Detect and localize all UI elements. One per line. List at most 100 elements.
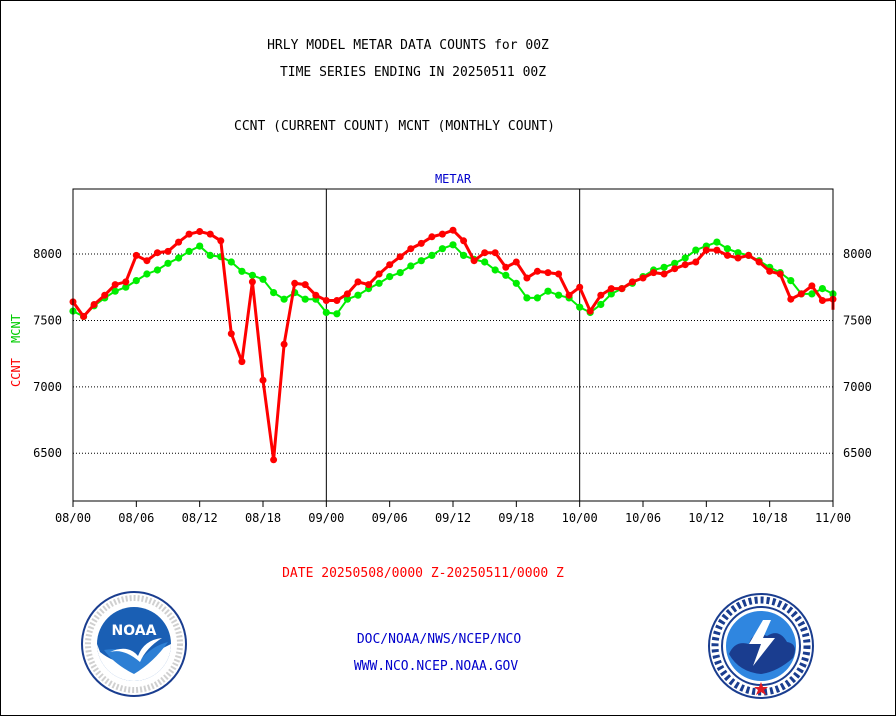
data-point-ccnt — [164, 247, 172, 255]
data-point-ccnt — [101, 291, 109, 299]
x-tick-label: 09/12 — [435, 511, 471, 525]
data-point-mcnt — [787, 277, 795, 285]
y-tick-label-right: 8000 — [843, 247, 872, 261]
data-point-ccnt — [755, 258, 763, 266]
x-tick-label: 09/06 — [372, 511, 408, 525]
data-point-mcnt — [153, 266, 161, 274]
data-point-mcnt — [533, 294, 542, 302]
data-point-ccnt — [80, 313, 88, 320]
x-tick-label: 11/00 — [815, 511, 851, 525]
data-point-ccnt — [692, 258, 700, 266]
data-point-ccnt — [143, 257, 151, 265]
data-point-mcnt — [143, 270, 151, 278]
y-tick-label-left: 8000 — [33, 247, 62, 261]
data-point-mcnt — [734, 249, 742, 257]
series-layer — [69, 226, 837, 464]
footer-organization: DOC/NOAA/NWS/NCEP/NCO — [356, 632, 522, 647]
data-point-ccnt — [460, 237, 468, 245]
data-point-ccnt — [386, 261, 394, 269]
data-point-ccnt — [175, 238, 183, 246]
data-point-mcnt — [259, 275, 267, 283]
data-point-ccnt — [628, 278, 636, 286]
data-point-mcnt — [660, 263, 668, 271]
data-point-mcnt — [692, 246, 700, 254]
data-point-ccnt — [776, 270, 784, 278]
footer-website-link[interactable]: WWW.NCO.NCEP.NOAA.GOV — [353, 659, 519, 674]
data-point-ccnt — [153, 249, 161, 257]
data-point-mcnt — [111, 287, 119, 295]
data-point-mcnt — [460, 251, 468, 259]
data-point-mcnt — [808, 290, 816, 298]
data-point-ccnt — [639, 274, 647, 282]
data-point-ccnt — [280, 340, 288, 348]
data-point-ccnt — [766, 267, 774, 275]
x-tick-label: 08/06 — [118, 511, 154, 525]
data-point-ccnt — [417, 239, 425, 247]
data-point-ccnt — [597, 291, 605, 299]
data-point-ccnt — [576, 283, 584, 291]
y-axis-label-ccnt: CCNT — [9, 358, 23, 387]
data-point-ccnt — [723, 251, 731, 259]
data-point-mcnt — [354, 291, 362, 299]
data-point-ccnt — [523, 274, 531, 282]
y-tick-label-left: 6500 — [33, 446, 62, 460]
data-point-ccnt — [565, 291, 573, 299]
data-point-mcnt — [301, 295, 309, 303]
data-point-mcnt — [396, 269, 404, 277]
data-point-ccnt — [449, 226, 457, 234]
data-point-mcnt — [523, 294, 531, 302]
data-point-ccnt — [132, 251, 140, 259]
data-point-ccnt — [428, 233, 436, 241]
chart-subtitle-date: TIME SERIES ENDING IN 20250511 00Z — [279, 65, 547, 80]
data-point-ccnt — [618, 285, 626, 293]
data-point-ccnt — [586, 307, 594, 315]
data-point-mcnt — [164, 259, 172, 267]
data-point-ccnt — [681, 261, 689, 269]
data-point-ccnt — [470, 257, 478, 265]
data-point-ccnt — [196, 228, 204, 235]
noaa-logo-icon: NOAA — [81, 591, 187, 697]
data-point-mcnt — [175, 254, 183, 262]
data-point-mcnt — [544, 287, 552, 295]
data-point-ccnt — [291, 279, 299, 287]
data-point-ccnt — [185, 230, 193, 238]
data-point-ccnt — [660, 270, 668, 278]
data-point-mcnt — [322, 308, 330, 317]
data-point-ccnt — [122, 278, 130, 286]
panel-label: METAR — [434, 172, 472, 186]
y-tick-label-right: 7500 — [843, 313, 872, 327]
data-point-mcnt — [818, 285, 827, 293]
data-point-ccnt — [343, 290, 351, 298]
data-point-ccnt — [533, 267, 541, 275]
x-tick-label: 08/12 — [182, 511, 218, 525]
series-line-ccnt — [71, 228, 835, 460]
data-point-ccnt — [396, 253, 404, 261]
data-point-mcnt — [713, 238, 721, 246]
y-axis-label-mcnt: MCNT — [9, 314, 23, 343]
grid-layer — [73, 189, 833, 501]
data-point-ccnt — [555, 270, 563, 278]
data-point-ccnt — [734, 254, 742, 262]
chart-title: HRLY MODEL METAR DATA COUNTS for 00Z — [267, 38, 549, 53]
data-point-mcnt — [607, 290, 615, 298]
data-point-ccnt — [512, 258, 520, 266]
data-point-ccnt — [90, 301, 98, 308]
data-point-mcnt — [132, 277, 140, 285]
y-tick-label-right: 7000 — [843, 380, 872, 394]
axis-layer: 6500 6500 7000 7000 7500 7500 8000 8000 08/00 08/… — [33, 247, 872, 525]
data-point-mcnt — [375, 279, 383, 287]
data-point-mcnt — [122, 283, 130, 291]
svg-text:NOAA: NOAA — [112, 623, 157, 639]
data-point-mcnt — [438, 245, 446, 253]
data-point-mcnt — [681, 254, 689, 262]
data-point-ccnt — [797, 290, 805, 298]
data-point-ccnt — [354, 278, 362, 286]
data-point-ccnt — [491, 249, 499, 257]
data-point-mcnt — [491, 266, 499, 274]
data-point-mcnt — [206, 251, 214, 259]
data-point-mcnt — [428, 251, 436, 259]
data-point-mcnt — [502, 271, 510, 279]
x-tick-label: 08/18 — [245, 511, 281, 525]
data-point-ccnt — [333, 297, 341, 304]
data-point-mcnt — [248, 271, 256, 279]
